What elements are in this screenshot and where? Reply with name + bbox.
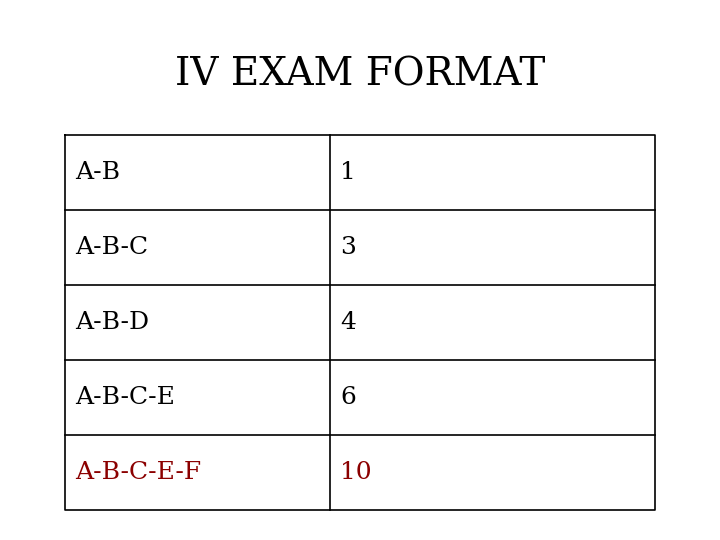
Text: 4: 4	[340, 311, 356, 334]
Text: 10: 10	[340, 461, 372, 484]
Text: 6: 6	[340, 386, 356, 409]
Text: A-B-C-E: A-B-C-E	[75, 386, 175, 409]
Text: 3: 3	[340, 236, 356, 259]
Text: A-B: A-B	[75, 161, 120, 184]
Text: IV EXAM FORMAT: IV EXAM FORMAT	[175, 57, 545, 93]
Text: A-B-C: A-B-C	[75, 236, 148, 259]
Text: A-B-D: A-B-D	[75, 311, 149, 334]
Text: 1: 1	[340, 161, 356, 184]
Text: A-B-C-E-F: A-B-C-E-F	[75, 461, 201, 484]
